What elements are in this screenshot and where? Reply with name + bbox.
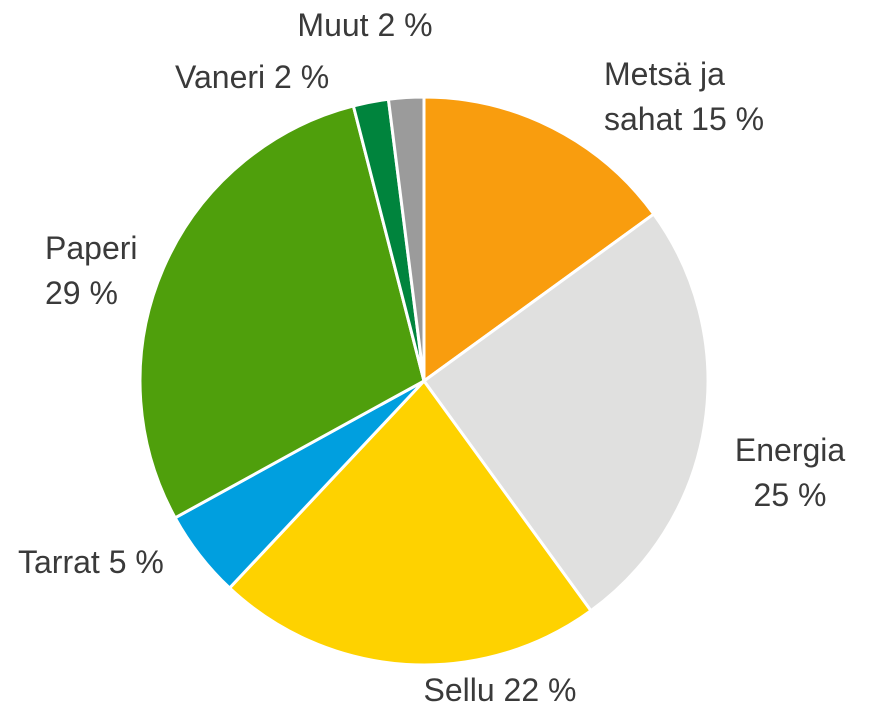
value-label: 2 % [274,59,330,95]
pie-slice [228,379,593,667]
category-label: Energia [734,432,846,468]
pie-slice [422,212,710,613]
slice-label: Vaneri 2 % [175,55,375,100]
value-label: 22 % [503,672,577,708]
value-label: 5 % [108,544,164,580]
value-label: 15 % [691,101,765,137]
category-label: Vaneri [175,59,266,95]
slice-label: Tarrat 5 % [18,540,218,585]
category-label: Tarrat [18,544,100,580]
category-label: Sellu [423,672,495,708]
category-label: Muut [297,7,369,43]
slice-label: Paperi 29 % [45,226,165,316]
value-label: 2 % [377,7,433,43]
pie-slice [422,95,656,383]
slice-label: Metsä ja sahat 15 % [604,52,804,142]
pie-slice [386,95,426,383]
category-label: Paperi [45,230,138,266]
slice-label: Sellu 22 % [380,668,620,713]
value-label: 25 % [753,477,827,513]
pie-slice [138,104,426,520]
category-label: Metsä ja sahat [604,56,725,137]
value-label: 29 % [45,275,118,311]
slice-label: Muut 2 % [265,3,465,48]
slice-label: Energia 25 % [715,428,865,518]
